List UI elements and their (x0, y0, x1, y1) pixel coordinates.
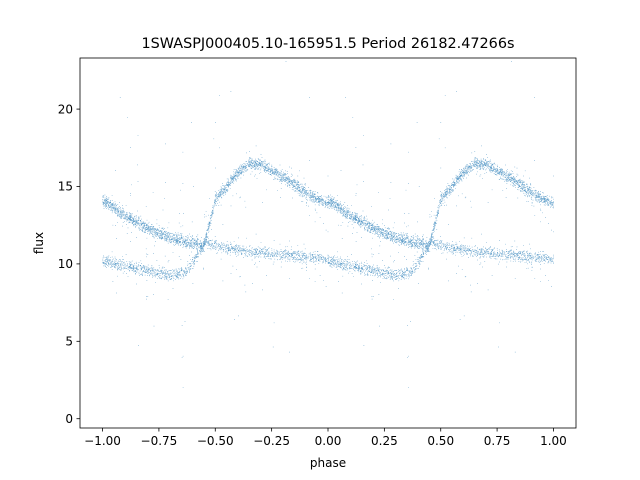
x-tick-label: 0.50 (427, 434, 454, 448)
x-tick-label: 0.25 (371, 434, 398, 448)
scatter-points (102, 61, 554, 388)
x-tick-label: −0.50 (197, 434, 234, 448)
y-tick-label: 10 (58, 257, 73, 271)
chart-title: 1SWASPJ000405.10-165951.5 Period 26182.4… (142, 36, 515, 52)
y-tick-label: 0 (65, 412, 73, 426)
x-tick-label: 1.00 (540, 434, 567, 448)
x-tick-label: −0.75 (141, 434, 178, 448)
y-axis-label: flux (32, 232, 46, 254)
x-axis-label: phase (310, 456, 346, 470)
y-tick-label: 20 (58, 102, 73, 116)
x-tick-label: 0.00 (315, 434, 342, 448)
x-tick-label: 0.75 (484, 434, 511, 448)
x-tick-label: −1.00 (84, 434, 121, 448)
y-tick-label: 5 (65, 335, 73, 349)
y-tick-label: 15 (58, 180, 73, 194)
y-axis: 0 5 10 15 20 (58, 102, 80, 426)
x-axis: −1.00 −0.75 −0.50 −0.25 0.00 0.25 0.50 0.75 1.00 (84, 428, 567, 448)
x-tick-label: −0.25 (253, 434, 290, 448)
data-points (102, 61, 554, 388)
